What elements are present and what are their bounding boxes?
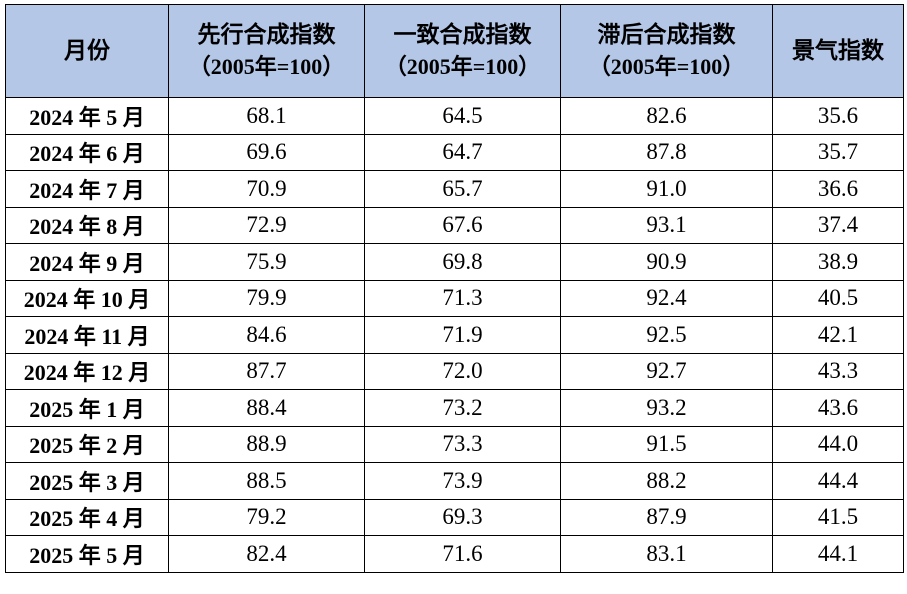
- table-row: 2025 年 2 月 88.9 73.3 91.5 44.0: [5, 425, 904, 463]
- table-body: 2024 年 5 月 68.1 64.5 82.6 35.6 2024 年 6 …: [5, 97, 904, 573]
- cell-coincident-index: 65.7: [364, 170, 561, 208]
- cell-lagging-index: 91.0: [560, 170, 773, 208]
- cell-lagging-index: 92.7: [560, 352, 773, 390]
- table-row: 2025 年 3 月 88.5 73.9 88.2 44.4: [5, 462, 904, 500]
- header-month: 月份: [5, 4, 169, 98]
- cell-month: 2025 年 2 月: [5, 425, 169, 463]
- cell-leading-index: 84.6: [168, 316, 365, 354]
- table-row: 2024 年 11 月 84.6 71.9 92.5 42.1: [5, 316, 904, 354]
- header-coincident-index-base: （2005年=100）: [384, 54, 541, 79]
- table-row: 2024 年 10 月 79.9 71.3 92.4 40.5: [5, 279, 904, 317]
- header-coincident-index: 一致合成指数 （2005年=100）: [364, 4, 561, 98]
- cell-month: 2024 年 12 月: [5, 352, 169, 390]
- cell-coincident-index: 69.3: [364, 498, 561, 536]
- cell-climate-index: 44.0: [772, 425, 904, 463]
- header-leading-index-label: 先行合成指数: [197, 22, 336, 48]
- cell-coincident-index: 73.9: [364, 462, 561, 500]
- cell-leading-index: 88.9: [168, 425, 365, 463]
- header-lagging-index-label: 滞后合成指数: [597, 22, 736, 48]
- cell-month: 2024 年 11 月: [5, 316, 169, 354]
- cell-month: 2025 年 1 月: [5, 389, 169, 427]
- cell-climate-index: 42.1: [772, 316, 904, 354]
- cell-lagging-index: 90.9: [560, 243, 773, 281]
- cell-month: 2024 年 5 月: [5, 97, 169, 135]
- header-leading-index-base: （2005年=100）: [188, 54, 345, 79]
- cell-month: 2024 年 6 月: [5, 133, 169, 171]
- cell-month: 2024 年 7 月: [5, 170, 169, 208]
- cell-climate-index: 40.5: [772, 279, 904, 317]
- cell-lagging-index: 92.5: [560, 316, 773, 354]
- table-row: 2024 年 9 月 75.9 69.8 90.9 38.9: [5, 243, 904, 281]
- table-row: 2025 年 5 月 82.4 71.6 83.1 44.1: [5, 535, 904, 573]
- cell-climate-index: 37.4: [772, 206, 904, 244]
- cell-lagging-index: 88.2: [560, 462, 773, 500]
- header-coincident-index-label: 一致合成指数: [393, 22, 532, 48]
- cell-lagging-index: 83.1: [560, 535, 773, 573]
- table-row: 2025 年 1 月 88.4 73.2 93.2 43.6: [5, 389, 904, 427]
- cell-leading-index: 72.9: [168, 206, 365, 244]
- cell-climate-index: 36.6: [772, 170, 904, 208]
- table-row: 2024 年 7 月 70.9 65.7 91.0 36.6: [5, 170, 904, 208]
- cell-coincident-index: 71.3: [364, 279, 561, 317]
- table-row: 2025 年 4 月 79.2 69.3 87.9 41.5: [5, 498, 904, 536]
- cell-lagging-index: 82.6: [560, 97, 773, 135]
- cell-climate-index: 35.7: [772, 133, 904, 171]
- index-table-container: 月份 先行合成指数 （2005年=100） 一致合成指数 （2005年=100）…: [5, 4, 904, 590]
- cell-lagging-index: 91.5: [560, 425, 773, 463]
- header-climate-index: 景气指数: [772, 4, 904, 98]
- table-row: 2024 年 12 月 87.7 72.0 92.7 43.3: [5, 352, 904, 390]
- cell-coincident-index: 73.2: [364, 389, 561, 427]
- cell-leading-index: 87.7: [168, 352, 365, 390]
- cell-coincident-index: 72.0: [364, 352, 561, 390]
- cell-month: 2024 年 10 月: [5, 279, 169, 317]
- cell-coincident-index: 71.9: [364, 316, 561, 354]
- cell-climate-index: 38.9: [772, 243, 904, 281]
- cell-leading-index: 68.1: [168, 97, 365, 135]
- cell-leading-index: 75.9: [168, 243, 365, 281]
- cell-lagging-index: 93.1: [560, 206, 773, 244]
- cell-climate-index: 44.4: [772, 462, 904, 500]
- cell-coincident-index: 73.3: [364, 425, 561, 463]
- header-row: 月份 先行合成指数 （2005年=100） 一致合成指数 （2005年=100）…: [5, 4, 904, 98]
- cell-coincident-index: 64.7: [364, 133, 561, 171]
- header-lagging-index: 滞后合成指数 （2005年=100）: [560, 4, 773, 98]
- cell-lagging-index: 87.9: [560, 498, 773, 536]
- cell-climate-index: 35.6: [772, 97, 904, 135]
- table-row: 2024 年 5 月 68.1 64.5 82.6 35.6: [5, 97, 904, 135]
- header-lagging-index-base: （2005年=100）: [588, 54, 745, 79]
- header-leading-index: 先行合成指数 （2005年=100）: [168, 4, 365, 98]
- cell-climate-index: 43.6: [772, 389, 904, 427]
- cell-coincident-index: 64.5: [364, 97, 561, 135]
- table-row: 2024 年 8 月 72.9 67.6 93.1 37.4: [5, 206, 904, 244]
- cell-climate-index: 44.1: [772, 535, 904, 573]
- cell-leading-index: 82.4: [168, 535, 365, 573]
- header-month-label: 月份: [64, 38, 110, 64]
- cell-leading-index: 69.6: [168, 133, 365, 171]
- cell-lagging-index: 92.4: [560, 279, 773, 317]
- cell-coincident-index: 69.8: [364, 243, 561, 281]
- header-climate-index-label: 景气指数: [792, 38, 884, 64]
- cell-month: 2024 年 8 月: [5, 206, 169, 244]
- cell-leading-index: 70.9: [168, 170, 365, 208]
- cell-month: 2025 年 5 月: [5, 535, 169, 573]
- cell-leading-index: 79.2: [168, 498, 365, 536]
- cell-climate-index: 43.3: [772, 352, 904, 390]
- table-header: 月份 先行合成指数 （2005年=100） 一致合成指数 （2005年=100）…: [5, 4, 904, 98]
- index-table: 月份 先行合成指数 （2005年=100） 一致合成指数 （2005年=100）…: [5, 4, 904, 573]
- cell-leading-index: 88.4: [168, 389, 365, 427]
- cell-leading-index: 79.9: [168, 279, 365, 317]
- cell-month: 2025 年 3 月: [5, 462, 169, 500]
- cell-month: 2025 年 4 月: [5, 498, 169, 536]
- cell-coincident-index: 71.6: [364, 535, 561, 573]
- cell-month: 2024 年 9 月: [5, 243, 169, 281]
- cell-lagging-index: 87.8: [560, 133, 773, 171]
- cell-leading-index: 88.5: [168, 462, 365, 500]
- cell-coincident-index: 67.6: [364, 206, 561, 244]
- table-row: 2024 年 6 月 69.6 64.7 87.8 35.7: [5, 133, 904, 171]
- cell-lagging-index: 93.2: [560, 389, 773, 427]
- cell-climate-index: 41.5: [772, 498, 904, 536]
